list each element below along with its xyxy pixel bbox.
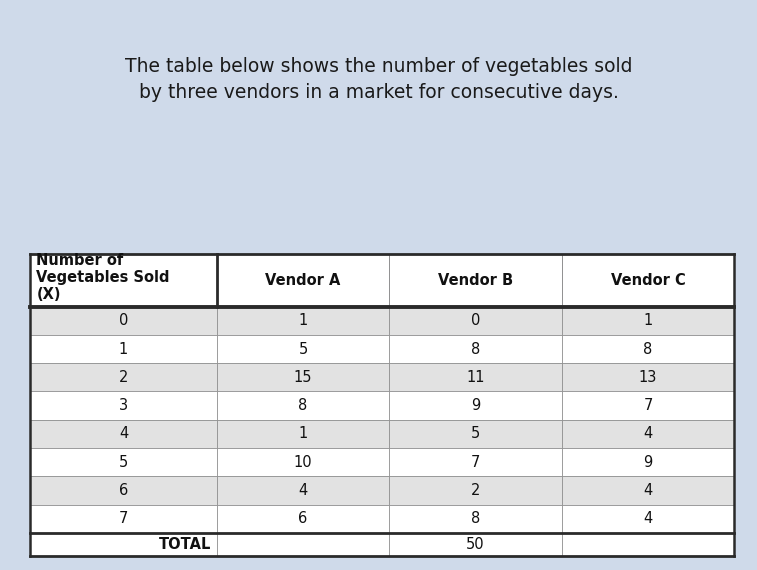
Text: 7: 7 [119, 511, 128, 527]
Text: 11: 11 [466, 370, 484, 385]
Text: 5: 5 [119, 455, 128, 470]
Bar [217, 477, 389, 505]
Text: 8: 8 [471, 511, 480, 527]
Bar [217, 533, 389, 556]
Bar [217, 307, 389, 335]
Text: 9: 9 [471, 398, 480, 413]
Bar [217, 505, 389, 533]
Bar [30, 505, 217, 533]
Bar [562, 307, 734, 335]
Bar [562, 448, 734, 477]
Text: 7: 7 [471, 455, 480, 470]
Bar [562, 505, 734, 533]
Bar [562, 392, 734, 420]
Bar [30, 254, 217, 307]
Text: 6: 6 [119, 483, 128, 498]
Text: 7: 7 [643, 398, 653, 413]
Bar [389, 505, 562, 533]
Bar [389, 335, 562, 363]
Text: Vendor A: Vendor A [266, 272, 341, 288]
Text: 4: 4 [119, 426, 128, 442]
Text: 8: 8 [471, 341, 480, 356]
Bar [562, 363, 734, 392]
Text: 2: 2 [471, 483, 480, 498]
Bar [562, 477, 734, 505]
Text: 10: 10 [294, 455, 313, 470]
Text: 1: 1 [119, 341, 128, 356]
Bar [217, 363, 389, 392]
Text: Vendor B: Vendor B [438, 272, 513, 288]
Bar [562, 420, 734, 448]
Bar [30, 363, 217, 392]
Text: 9: 9 [643, 455, 653, 470]
Bar [389, 448, 562, 477]
Bar [217, 420, 389, 448]
Text: 4: 4 [643, 511, 653, 527]
Bar [389, 254, 562, 307]
Text: 1: 1 [298, 426, 307, 442]
Text: 4: 4 [643, 426, 653, 442]
Bar [217, 254, 389, 307]
Text: 5: 5 [298, 341, 307, 356]
Text: 8: 8 [643, 341, 653, 356]
Text: 50: 50 [466, 537, 485, 552]
Bar [217, 335, 389, 363]
Text: 1: 1 [643, 313, 653, 328]
Bar [30, 533, 217, 556]
Bar [30, 448, 217, 477]
Bar [562, 335, 734, 363]
Text: 5: 5 [471, 426, 480, 442]
Bar [389, 392, 562, 420]
Text: 2: 2 [119, 370, 128, 385]
Bar [30, 420, 217, 448]
Bar [30, 335, 217, 363]
Text: 4: 4 [643, 483, 653, 498]
Text: The table below shows the number of vegetables sold
by three vendors in a market: The table below shows the number of vege… [125, 57, 632, 103]
Text: 4: 4 [298, 483, 307, 498]
Text: 0: 0 [119, 313, 128, 328]
Bar [562, 254, 734, 307]
Text: 0: 0 [471, 313, 480, 328]
Text: Vendor C: Vendor C [611, 272, 685, 288]
Bar [30, 307, 217, 335]
Text: 13: 13 [639, 370, 657, 385]
Text: Number of
Vegetables Sold
(X): Number of Vegetables Sold (X) [36, 253, 170, 302]
Text: 8: 8 [298, 398, 307, 413]
Text: 3: 3 [119, 398, 128, 413]
Bar [389, 307, 562, 335]
Bar [389, 533, 562, 556]
Bar [30, 477, 217, 505]
Bar [217, 392, 389, 420]
Text: 1: 1 [298, 313, 307, 328]
Bar [389, 420, 562, 448]
Text: 6: 6 [298, 511, 307, 527]
Bar [389, 363, 562, 392]
Text: 15: 15 [294, 370, 313, 385]
Bar [30, 392, 217, 420]
Text: TOTAL: TOTAL [158, 537, 210, 552]
Bar [389, 477, 562, 505]
Bar [562, 533, 734, 556]
Bar [217, 448, 389, 477]
